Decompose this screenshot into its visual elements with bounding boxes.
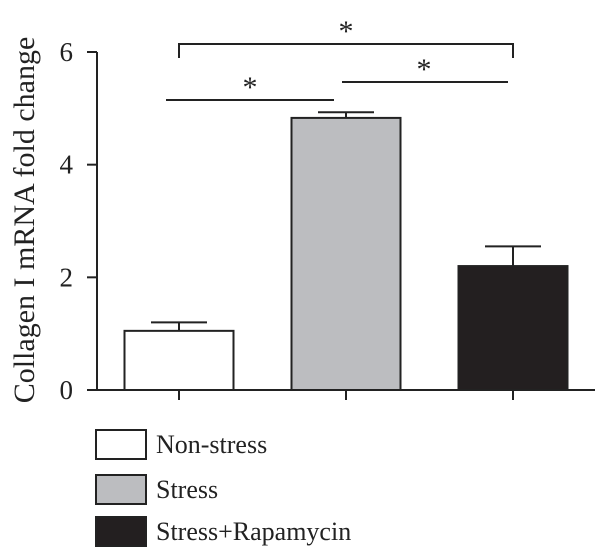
significance-star: *: [243, 71, 258, 104]
y-tick-label: 2: [60, 262, 74, 292]
legend-label: Stress: [156, 475, 218, 504]
y-tick-label: 4: [60, 150, 74, 180]
significance-star: *: [417, 53, 432, 86]
legend-swatch: [95, 516, 147, 547]
legend-label: Non-stress: [156, 430, 267, 459]
legend-swatch: [95, 429, 147, 460]
bar-non-stress: [123, 329, 235, 392]
legend-swatch: [95, 474, 147, 505]
y-tick-label: 6: [60, 37, 74, 67]
y-tick-label: 0: [60, 375, 74, 405]
significance-bracket: [178, 43, 514, 58]
significance-star: *: [339, 15, 354, 48]
legend-label: Stress+Rapamycin: [156, 517, 351, 546]
y-axis-label: Collagen I mRNA fold change: [8, 37, 41, 404]
bar-stress: [290, 116, 402, 391]
bar-stress-rapamycin: [457, 265, 569, 392]
